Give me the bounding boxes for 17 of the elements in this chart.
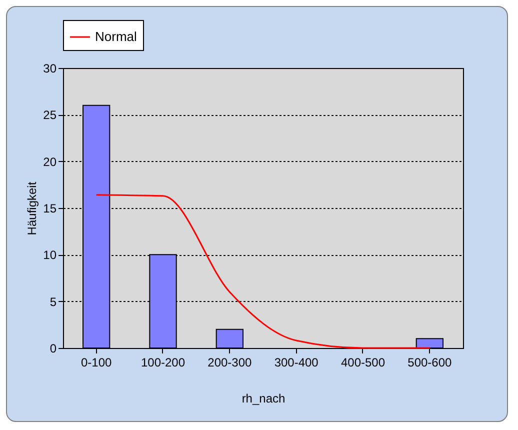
y-tick-label: 5 [50, 294, 57, 309]
y-axis-title: Häufigkeit [25, 181, 40, 236]
y-tick-label: 30 [43, 62, 57, 76]
y-tick-label: 0 [50, 342, 57, 356]
x-tick-label: 500-600 [408, 356, 452, 370]
x-tick-label: 100-200 [140, 356, 186, 370]
legend-label: Normal [95, 29, 138, 44]
x-tick-label: 200-300 [208, 356, 252, 370]
x-tick-label: 400-500 [340, 356, 386, 370]
x-tick-label: 300-400 [274, 356, 319, 370]
y-tick-label: 15 [43, 202, 57, 216]
y-tick-label: 10 [43, 248, 57, 262]
y-tick-label: 20 [43, 154, 57, 169]
y-tick-label: 25 [43, 108, 57, 122]
x-tick-label: 0-100 [80, 356, 112, 370]
line-series [96, 194, 430, 349]
x-axis-title: rh_nach [242, 392, 286, 406]
